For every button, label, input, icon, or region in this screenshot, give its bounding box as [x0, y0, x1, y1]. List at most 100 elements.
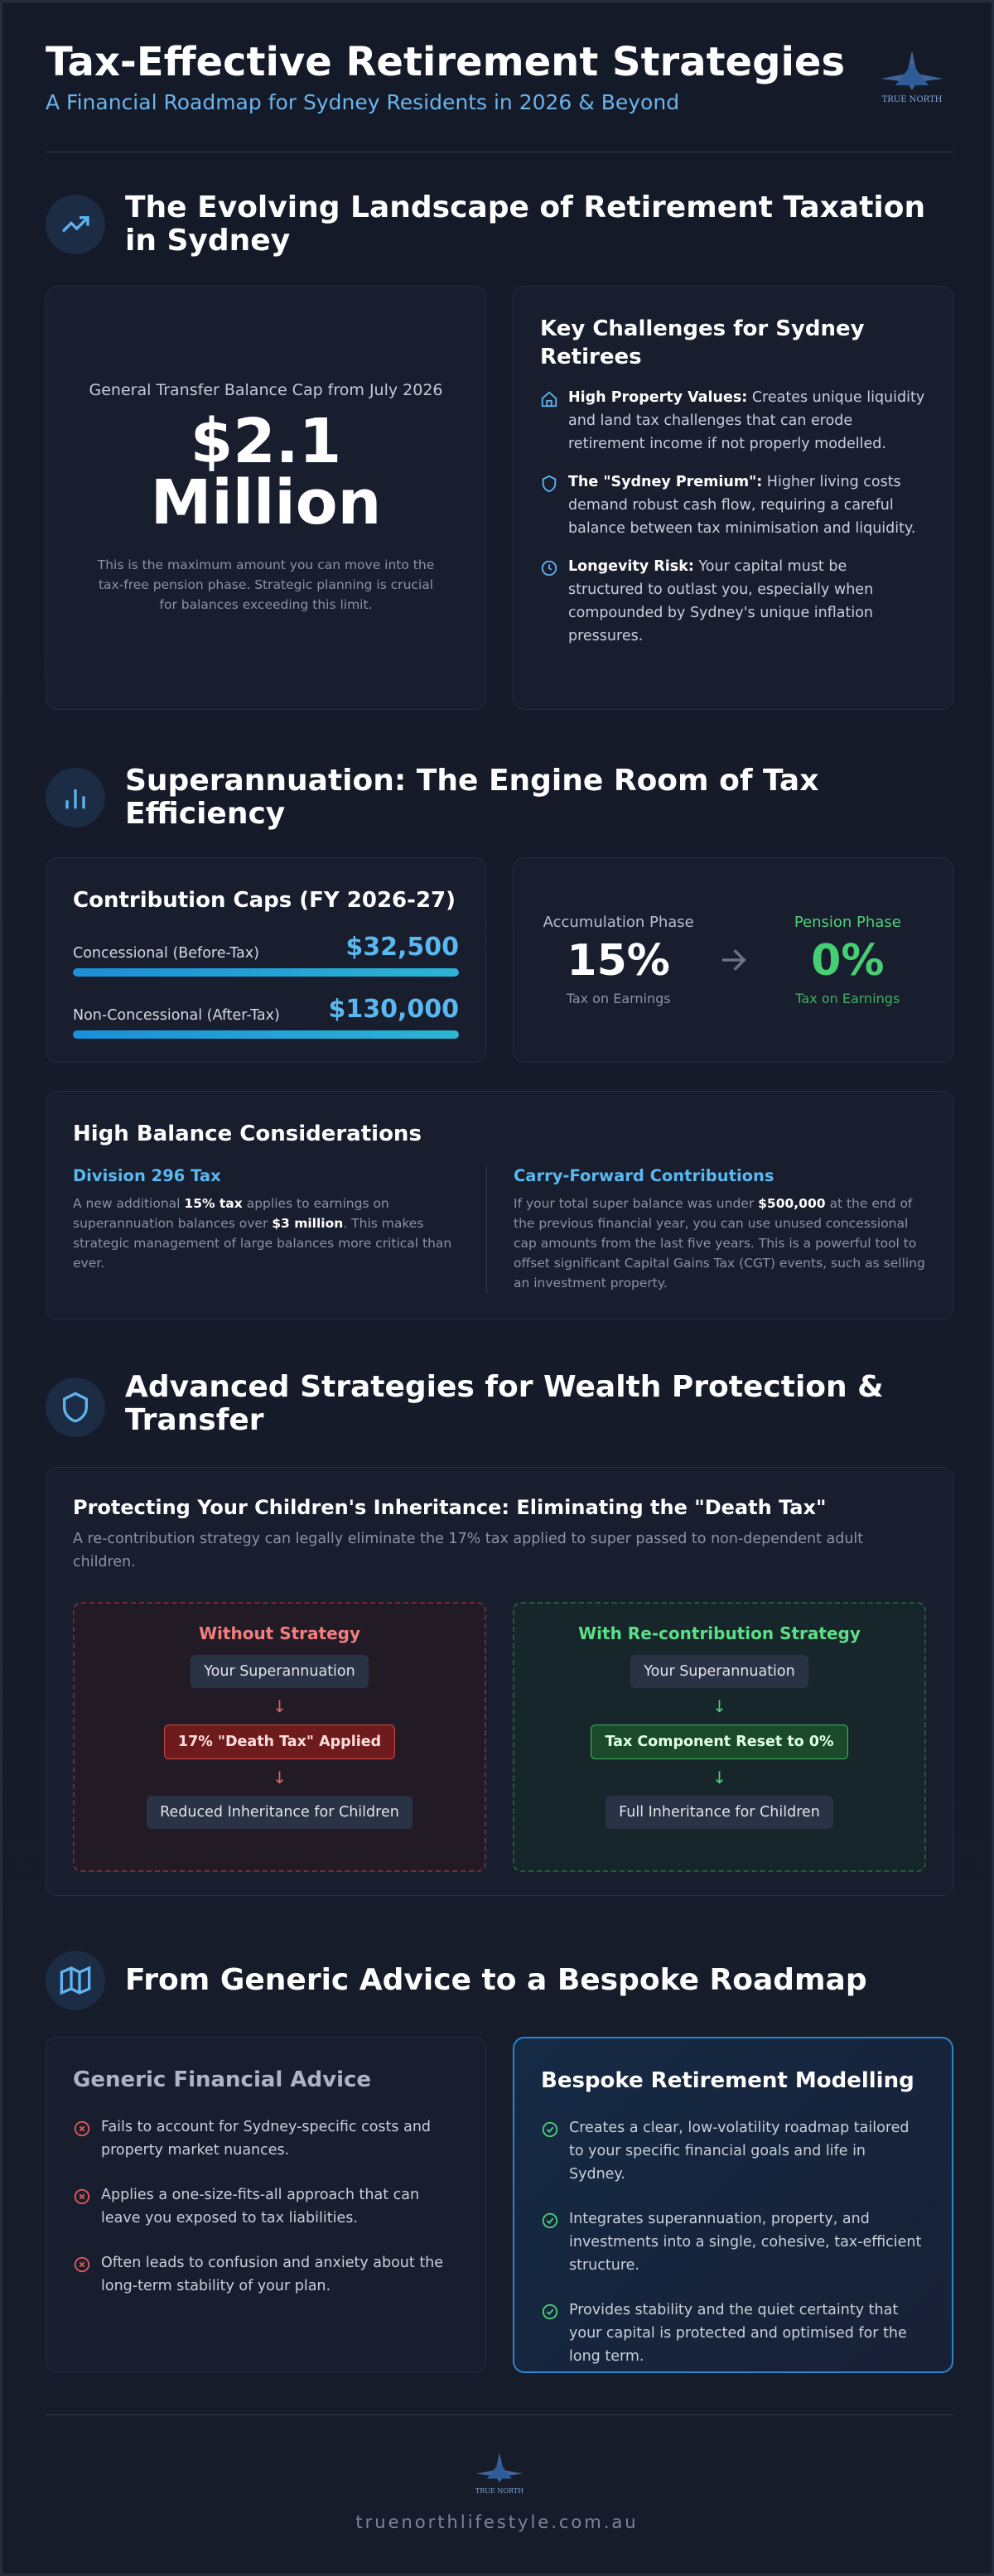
item-text: Higher living costs demand robust cash f…: [568, 474, 916, 537]
flow-step: Full Inheritance for Children: [606, 1796, 833, 1829]
cap-description: This is the maximum amount you can move …: [97, 557, 435, 612]
column-text: A new additional 15% tax applies to earn…: [73, 1194, 456, 1273]
phase: Accumulation Phase 15% Tax on Earnings: [540, 914, 697, 1006]
divider: [46, 2414, 953, 2415]
text-part: at the end of the previous financial yea…: [514, 1196, 925, 1290]
arrow: [721, 949, 746, 971]
list-item: Creates a clear, low-volatility roadmap …: [541, 2116, 925, 2186]
item-text: Applies a one-size-fits-all approach tha…: [101, 2187, 420, 2226]
cap-amount: $2.1 Million: [150, 406, 382, 538]
challenge-item: The "Sydney Premium": Higher living cost…: [540, 470, 926, 540]
cap-row-label: Concessional (Before-Tax): [73, 945, 259, 962]
flow: Without Strategy Your Superannuation ↓ 1…: [73, 1602, 486, 1872]
logo-text: TRUE NORTH: [881, 95, 943, 104]
item-icon: [74, 2188, 90, 2205]
list-item: Fails to account for Sydney-specific cos…: [73, 2115, 459, 2162]
text-part: 15% tax: [184, 1196, 243, 1211]
card-title: Contribution Caps (FY 2026-27): [73, 888, 456, 913]
item-lead: High Property Values:: [568, 389, 748, 406]
list-item: Often leads to confusion and anxiety abo…: [73, 2251, 459, 2298]
cap-card: General Transfer Balance Cap from July 2…: [46, 286, 486, 710]
flow-step: Tax Component Reset to 0%: [591, 1725, 848, 1759]
phase-rate: 15%: [567, 936, 670, 986]
flow-step: Your Superannuation: [191, 1655, 369, 1688]
list: Creates a clear, low-volatility roadmap …: [541, 2116, 925, 2368]
text-part: applies to earnings on superannuation ba…: [73, 1196, 389, 1231]
phase-label: Pension Phase: [794, 914, 901, 931]
item-icon: [74, 2120, 90, 2137]
cap-row: Concessional (Before-Tax) $32,500: [73, 933, 459, 977]
flows: Without Strategy Your Superannuation ↓ 1…: [73, 1602, 926, 1872]
flow-step: Reduced Inheritance for Children: [147, 1796, 413, 1829]
section-heading: From Generic Advice to a Bespoke Roadmap: [125, 1963, 867, 1997]
generic-card: Generic Financial Advice Fails to accoun…: [46, 2037, 486, 2373]
card-title: Generic Financial Advice: [73, 2067, 372, 2092]
flow-title: With Re-contribution Strategy: [578, 1623, 861, 1643]
cap-row: Non-Concessional (After-Tax) $130,000: [73, 995, 459, 1039]
item-text: Provides stability and the quiet certain…: [569, 2302, 907, 2365]
section-heading: The Evolving Landscape of Retirement Tax…: [125, 191, 926, 258]
flow: With Re-contribution Strategy Your Super…: [513, 1602, 926, 1872]
section-heading: Superannuation: The Engine Room of Tax E…: [125, 764, 819, 831]
inheritance-card: Protecting Your Children's Inheritance: …: [46, 1467, 953, 1896]
challenge-item: High Property Values: Creates unique liq…: [540, 386, 926, 456]
phase-label: Accumulation Phase: [543, 914, 694, 931]
item-text: Creates a clear, low-volatility roadmap …: [569, 2120, 910, 2183]
challenge-item: Longevity Risk: Your capital must be str…: [540, 555, 926, 648]
phase-note: Tax on Earnings: [795, 991, 900, 1006]
list-item: Applies a one-size-fits-all approach tha…: [73, 2183, 459, 2230]
list-item: Provides stability and the quiet certain…: [541, 2299, 925, 2368]
item-icon: [542, 2212, 558, 2229]
text-part: $3 million: [272, 1216, 344, 1231]
section-icon: [46, 768, 105, 827]
item-text: Fails to account for Sydney-specific cos…: [101, 2119, 432, 2159]
text-part: A new additional: [73, 1196, 185, 1211]
cap-row-amount: $130,000: [328, 995, 459, 1024]
item-icon: [542, 2303, 558, 2320]
caps-card: Contribution Caps (FY 2026-27) Concessio…: [46, 857, 486, 1063]
arrow: ↓: [273, 1768, 287, 1787]
bespoke-card: Bespoke Retirement Modelling Creates a c…: [513, 2037, 953, 2373]
item-text: Integrates superannuation, property, and…: [569, 2211, 922, 2274]
item-lead: Longevity Risk:: [568, 558, 694, 575]
text-part: $500,000: [758, 1196, 826, 1211]
phase-rate: 0%: [811, 936, 885, 986]
page-title: Tax-Effective Retirement Strategies: [46, 39, 846, 85]
cap-bar: [73, 968, 459, 977]
phase: Pension Phase 0% Tax on Earnings: [769, 914, 926, 1006]
phases-card: Accumulation Phase 15% Tax on Earnings P…: [513, 857, 953, 1063]
column-text: If your total super balance was under $5…: [514, 1194, 926, 1293]
high-balance-card: High Balance Considerations Division 296…: [46, 1091, 953, 1319]
columns: Division 296 Tax A new additional 15% ta…: [73, 1166, 926, 1293]
section-icon: [46, 1377, 105, 1437]
item-lead: The "Sydney Premium":: [568, 474, 763, 490]
flow-title: Without Strategy: [198, 1623, 361, 1643]
text-part: . This makes strategic management of lar…: [73, 1216, 452, 1271]
page-subtitle: A Financial Roadmap for Sydney Residents…: [46, 90, 680, 114]
flow-step: 17% "Death Tax" Applied: [163, 1725, 396, 1759]
cap-row-label: Non-Concessional (After-Tax): [73, 1007, 280, 1024]
card-description: A re-contribution strategy can legally e…: [73, 1531, 864, 1570]
card-title: Protecting Your Children's Inheritance: …: [73, 1496, 827, 1519]
cap-label: General Transfer Balance Cap from July 2…: [89, 381, 443, 399]
card-title: High Balance Considerations: [73, 1122, 422, 1146]
column-title: Carry-Forward Contributions: [514, 1166, 774, 1185]
cap-row-amount: $32,500: [345, 933, 459, 962]
item-text: Creates unique liquidity and land tax ch…: [568, 389, 925, 452]
section-heading: Advanced Strategies for Wealth Protectio…: [125, 1370, 884, 1437]
item-text: Your capital must be structured to outla…: [568, 558, 874, 644]
arrow: ↓: [712, 1696, 726, 1716]
logo-text: TRUE NORTH: [475, 2487, 524, 2495]
list-item: Integrates superannuation, property, and…: [541, 2207, 925, 2277]
column: Division 296 Tax A new additional 15% ta…: [73, 1166, 487, 1293]
logo: TRUE NORTH: [872, 49, 952, 104]
phase-note: Tax on Earnings: [566, 991, 671, 1006]
section-icon: [46, 195, 105, 254]
footer-url: truenorthlifestyle.com.au: [355, 2512, 639, 2532]
arrow: ↓: [712, 1768, 726, 1787]
column-title: Division 296 Tax: [73, 1166, 221, 1185]
card-title: Bespoke Retirement Modelling: [541, 2068, 914, 2093]
list: Fails to account for Sydney-specific cos…: [73, 2115, 459, 2298]
column: Carry-Forward Contributions If your tota…: [487, 1166, 926, 1293]
